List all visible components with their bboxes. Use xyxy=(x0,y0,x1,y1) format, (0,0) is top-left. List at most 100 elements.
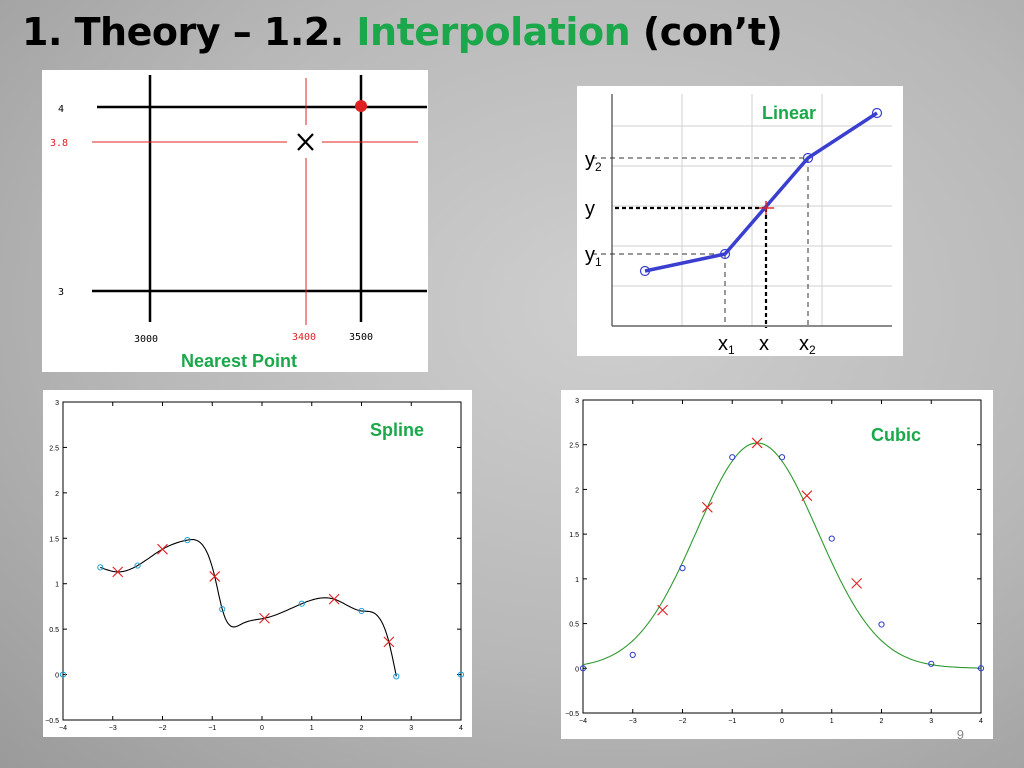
cubic-curve xyxy=(582,442,981,669)
xtick-label: 2 xyxy=(880,718,884,725)
ytick-label: 1 xyxy=(575,577,579,584)
query-point xyxy=(259,612,270,624)
xtick-label: 3 xyxy=(409,725,413,732)
data-point xyxy=(184,537,191,544)
xtick-label: −2 xyxy=(159,725,167,732)
y-tick-4: 4 xyxy=(58,104,64,115)
slide-number: 9 xyxy=(956,727,964,742)
linear-interp-line xyxy=(644,111,878,273)
data-point xyxy=(393,673,400,680)
query-point xyxy=(328,593,340,605)
title-prefix: 1. Theory – 1.2. xyxy=(22,10,357,54)
spline-panel: −0.5 0 0.5 1 1.5 2 2.5 3 −4 −3 −2 −1 0 1 2 3 4 Spline xyxy=(43,390,472,737)
xtick-label: −3 xyxy=(629,718,637,725)
query-point-stroke xyxy=(328,593,340,605)
data-point xyxy=(219,606,226,613)
data-point xyxy=(729,454,736,461)
cubic-plot-frame xyxy=(582,399,982,714)
spline-label: Spline xyxy=(370,420,424,440)
spline-ticks xyxy=(62,401,462,721)
query-point-stroke xyxy=(701,501,713,513)
cubic-xtick-labels: −4 −3 −2 −1 0 1 2 3 4 xyxy=(579,718,983,725)
label-y1: y1 xyxy=(585,244,602,269)
xtick-label: 0 xyxy=(260,725,264,732)
query-point xyxy=(851,577,863,589)
nearest-point-panel: 4 3.8 3 3000 3400 3500 Nearest Point xyxy=(42,70,428,372)
query-point xyxy=(383,636,395,648)
data-point xyxy=(97,564,104,571)
xtick-label: 1 xyxy=(310,725,314,732)
ytick-label: 3 xyxy=(55,400,59,407)
xtick-label: −1 xyxy=(728,718,736,725)
data-point xyxy=(977,665,985,672)
xtick-label: −3 xyxy=(109,725,117,732)
spline-data-points xyxy=(59,537,465,680)
label-y: y xyxy=(585,198,595,220)
data-point xyxy=(778,454,786,461)
query-point-stroke xyxy=(259,612,270,624)
query-point-stroke xyxy=(157,543,168,555)
xtick-label: −1 xyxy=(208,725,216,732)
y-tick-3-8: 3.8 xyxy=(50,138,68,149)
query-point xyxy=(112,566,124,578)
linear-panel: Linear y2 y y1 x1 x x2 xyxy=(577,86,903,356)
ytick-label: 2.5 xyxy=(569,443,579,450)
linear-guides xyxy=(592,157,809,326)
query-point-stroke xyxy=(383,636,395,648)
ytick-label: 1.5 xyxy=(49,536,59,543)
linear-query-guides xyxy=(615,206,768,328)
query-point xyxy=(751,437,763,449)
ytick-label: 2.5 xyxy=(49,445,59,452)
ytick-label: 2 xyxy=(55,491,59,498)
spline-curve xyxy=(100,539,397,677)
query-point-marker xyxy=(297,133,314,151)
spline-query-points xyxy=(112,543,395,648)
ytick-label: 0 xyxy=(575,666,579,673)
x-tick-3000: 3000 xyxy=(134,334,158,345)
query-point-stroke xyxy=(657,604,668,616)
query-point xyxy=(157,543,168,555)
data-point xyxy=(679,565,686,572)
ytick-label: 2 xyxy=(575,487,579,494)
ytick-label: 0 xyxy=(55,673,59,680)
x-tick-3500: 3500 xyxy=(349,332,373,343)
nearest-point-diagram: 4 3.8 3 3000 3400 3500 Nearest Point xyxy=(50,75,427,371)
xtick-label: 4 xyxy=(979,718,983,725)
spline-xtick-labels: −4 −3 −2 −1 0 1 2 3 4 xyxy=(59,725,463,732)
ytick-label: 3 xyxy=(575,398,579,405)
linear-query-point xyxy=(759,201,774,215)
spline-ytick-labels: −0.5 0 0.5 1 1.5 2 2.5 3 xyxy=(45,400,59,725)
ytick-label: 0.5 xyxy=(569,622,579,629)
label-x1: x1 xyxy=(718,333,735,356)
x-tick-3400: 3400 xyxy=(292,332,316,343)
cubic-query-points xyxy=(657,437,863,616)
xtick-label: 2 xyxy=(360,725,364,732)
data-point xyxy=(878,621,885,628)
y-tick-3: 3 xyxy=(58,287,64,298)
data-point xyxy=(59,671,67,678)
spline-chart: −0.5 0 0.5 1 1.5 2 2.5 3 −4 −3 −2 −1 0 1 2 3 4 Spline xyxy=(45,400,465,732)
ytick-label: 1.5 xyxy=(569,532,579,539)
linear-diagram: Linear y2 y y1 x1 x x2 xyxy=(585,94,892,356)
slide-title: 1. Theory – 1.2. Interpolation (con’t) xyxy=(22,10,783,54)
query-point-stroke xyxy=(851,577,863,589)
xtick-label: −2 xyxy=(679,718,687,725)
cubic-data-points xyxy=(579,454,985,672)
data-point xyxy=(579,665,587,672)
cubic-label: Cubic xyxy=(871,425,921,445)
title-highlight: Interpolation xyxy=(356,10,631,54)
query-point xyxy=(801,490,813,502)
xtick-label: 0 xyxy=(780,718,784,725)
label-y2: y2 xyxy=(585,149,602,174)
xtick-label: −4 xyxy=(59,725,67,732)
xtick-label: 1 xyxy=(830,718,834,725)
ytick-label: −0.5 xyxy=(565,711,579,718)
data-point xyxy=(134,562,141,569)
title-suffix: (con’t) xyxy=(630,10,783,54)
data-point xyxy=(358,607,365,615)
data-point xyxy=(828,535,835,542)
data-point xyxy=(457,671,465,678)
data-point xyxy=(928,660,935,667)
query-point-stroke xyxy=(112,566,124,578)
xtick-label: −4 xyxy=(579,718,587,725)
